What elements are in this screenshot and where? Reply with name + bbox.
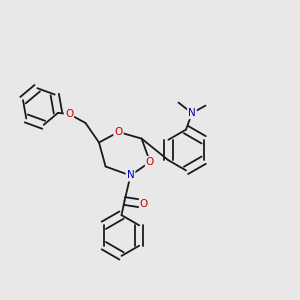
Text: O: O bbox=[140, 199, 148, 209]
Text: O: O bbox=[146, 157, 154, 167]
Text: N: N bbox=[127, 170, 134, 181]
Text: O: O bbox=[65, 109, 73, 119]
Text: O: O bbox=[114, 127, 123, 137]
Text: N: N bbox=[188, 108, 196, 118]
